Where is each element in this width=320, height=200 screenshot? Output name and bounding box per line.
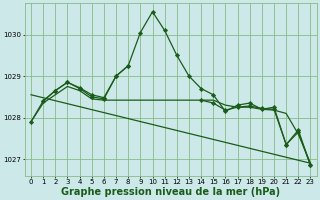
X-axis label: Graphe pression niveau de la mer (hPa): Graphe pression niveau de la mer (hPa) — [61, 187, 280, 197]
